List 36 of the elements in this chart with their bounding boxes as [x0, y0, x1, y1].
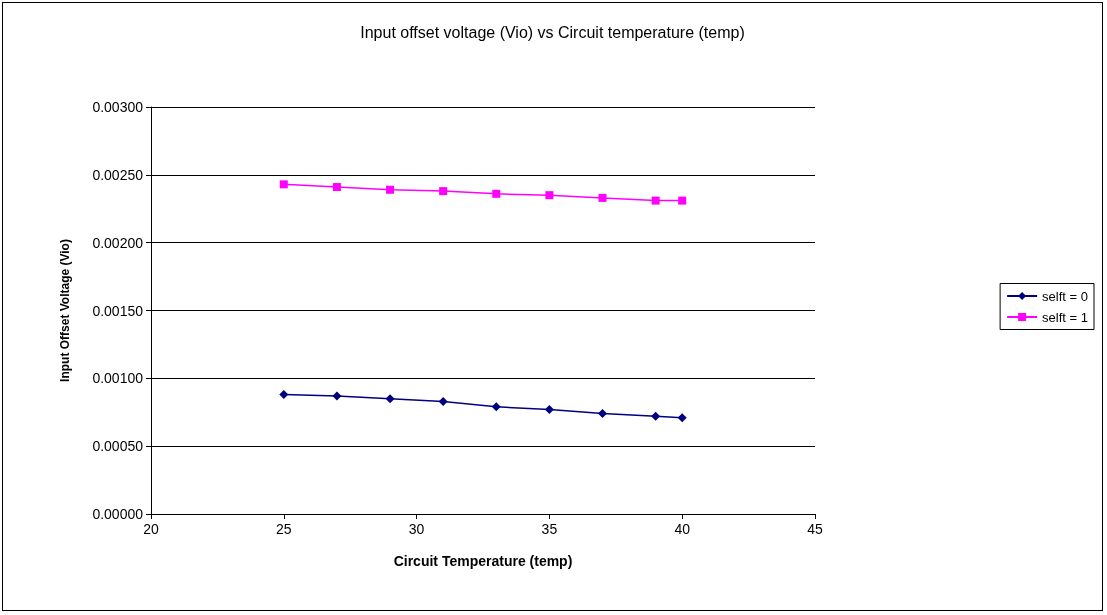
point [439, 187, 448, 196]
point [332, 183, 341, 192]
point [651, 196, 660, 205]
x-tick-label: 40 [674, 521, 691, 537]
legend-label: selft = 0 [1042, 288, 1088, 304]
point [385, 394, 395, 404]
point [598, 193, 607, 202]
point [279, 390, 289, 400]
y-tick-label: 0.00250 [92, 166, 144, 183]
chart-title: Input offset voltage (Vio) vs Circuit temperature (temp) [360, 23, 745, 41]
point [651, 411, 661, 421]
legend-label: selft = 1 [1042, 309, 1088, 325]
point [332, 391, 342, 401]
y-tick-label: 0.00150 [92, 302, 144, 319]
y-tick-label: 0.00000 [92, 506, 144, 522]
x-tick-label: 25 [276, 521, 292, 537]
x-tick-label: 30 [408, 521, 425, 537]
point [492, 189, 501, 198]
point [598, 409, 608, 419]
x-axis-title: Circuit Temperature (temp) [393, 553, 573, 569]
point [438, 396, 448, 406]
point [491, 402, 501, 412]
x-tick-label: 20 [143, 521, 159, 537]
y-axis-title: Input Offset Voltage (Vio) [58, 239, 72, 382]
y-tick-label: 0.00100 [92, 370, 144, 387]
point [677, 413, 687, 423]
y-tick-label: 0.00300 [92, 99, 144, 115]
y-tick-label: 0.00200 [92, 234, 144, 251]
point [386, 185, 395, 194]
point [279, 180, 288, 189]
x-tick-label: 35 [541, 521, 558, 537]
point [544, 405, 554, 415]
point [678, 196, 687, 205]
point [545, 191, 554, 200]
x-tick-label: 45 [807, 521, 823, 537]
y-tick-label: 0.00050 [92, 438, 144, 455]
